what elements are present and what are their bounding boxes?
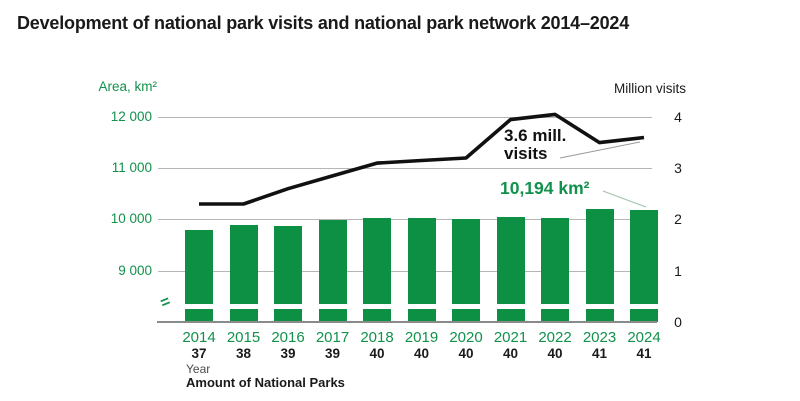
right-tick-0: 0 [674, 313, 682, 330]
year-label-2022: 2022 [538, 329, 572, 346]
right-tick-1: 1 [674, 262, 682, 279]
park-count-2018: 40 [369, 346, 385, 361]
park-count-2023: 41 [591, 346, 608, 361]
park-count-2020: 40 [458, 346, 474, 361]
year-label-2014: 2014 [182, 329, 216, 346]
park-count-2015: 38 [235, 346, 252, 361]
right-axis-title: Million visits [613, 81, 686, 96]
park-count-2022: 40 [547, 346, 563, 361]
right-tick-2: 2 [674, 211, 682, 228]
left-tick-11000: 11 000 [111, 160, 152, 176]
left-tick-12000: 12 000 [110, 109, 152, 124]
area-annotation: 10,194 km² [500, 178, 590, 198]
area-bar-2024 [630, 209, 658, 322]
visits-annotation-leader-line [559, 141, 641, 159]
gridline-11000 [158, 168, 652, 170]
year-label-2015: 2015 [226, 329, 261, 346]
year-label-2020: 2020 [449, 329, 483, 346]
gridline-9000 [158, 270, 652, 272]
park-count-2021: 40 [502, 346, 519, 361]
gridline-12000 [158, 117, 652, 118]
right-tick-3: 3 [674, 160, 682, 177]
year-label-2019: 2019 [404, 329, 439, 346]
year-label-2018: 2018 [360, 329, 394, 346]
year-label-2024: 2024 [627, 329, 661, 346]
park-count-2016: 39 [280, 346, 296, 361]
visits-annotation: 3.6 mill. visits [504, 126, 567, 163]
left-tick-9000: 9 000 [118, 262, 152, 278]
year-label-2021: 2021 [493, 329, 528, 346]
year-label-2017: 2017 [315, 329, 350, 346]
chart-title: Development of national park visits and … [17, 13, 630, 33]
park-count-2019: 40 [413, 346, 430, 361]
park-count-2014: 37 [191, 346, 207, 361]
parks-axis-caption: Amount of National Parks [186, 375, 345, 390]
year-axis-caption: Year [186, 362, 211, 376]
year-label-2023: 2023 [582, 329, 617, 346]
axis-break-strip [160, 303, 658, 309]
left-axis-title: Area, km² [98, 79, 157, 94]
area-bar-2023 [585, 209, 614, 322]
visits-line [199, 112, 645, 206]
area-annotation-leader-line [602, 190, 647, 208]
right-tick-4: 4 [674, 109, 682, 125]
park-count-2017: 39 [324, 346, 341, 361]
left-tick-10000: 10 000 [110, 211, 152, 227]
year-label-2016: 2016 [271, 329, 305, 346]
x-axis-line [157, 321, 657, 323]
park-count-2024: 41 [636, 346, 652, 361]
gridline-10000 [158, 219, 652, 221]
